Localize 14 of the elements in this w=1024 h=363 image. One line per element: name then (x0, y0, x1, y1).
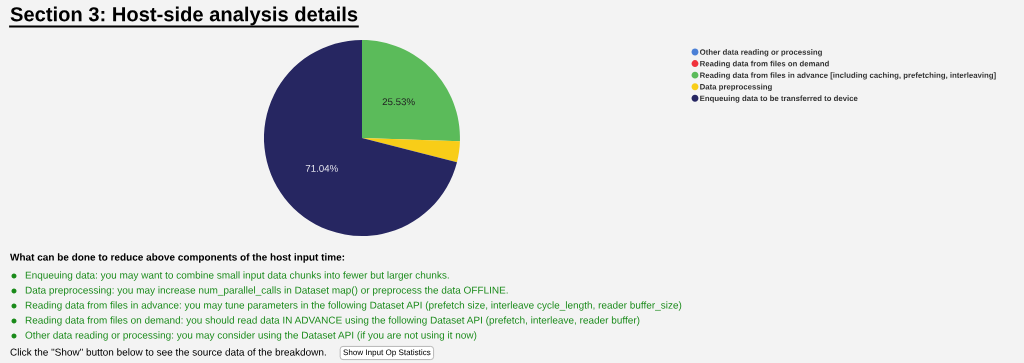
pie-slice (362, 40, 460, 142)
pie-slice (264, 40, 457, 236)
text: Show Input Op Statistics (343, 349, 431, 357)
text: What can be done to reduce above components of the host input time: (10, 253, 345, 263)
data-label: 71.04% (305, 165, 338, 172)
text: Enqueuing data: you may want to combine small input data chunks into fewer but larger chunks. (25, 271, 449, 281)
text: Other data reading or processing: you may consider using the Dataset API (if you are not using it now) (25, 331, 477, 341)
text: Reading data from files in advance: you may tune parameters in the following Dataset API (prefetch size, interleave cycle_length, reader buffer_size) (25, 301, 682, 311)
chart-title: Section 3: Host-side analysis details (10, 6, 358, 26)
text: Reading data from files on demand: you should read data IN ADVANCE using the following Dataset API (prefetch, interleave, reader buffer) (25, 316, 640, 326)
text: Data preprocessing: you may increase num_parallel_calls in Dataset map() or preprocess the data OFFLINE. (25, 286, 508, 296)
text: Click the "Show" button below to see the source data of the breakdown. (10, 348, 326, 356)
pie-slice (362, 138, 460, 163)
data-label: 25.53% (382, 98, 415, 106)
